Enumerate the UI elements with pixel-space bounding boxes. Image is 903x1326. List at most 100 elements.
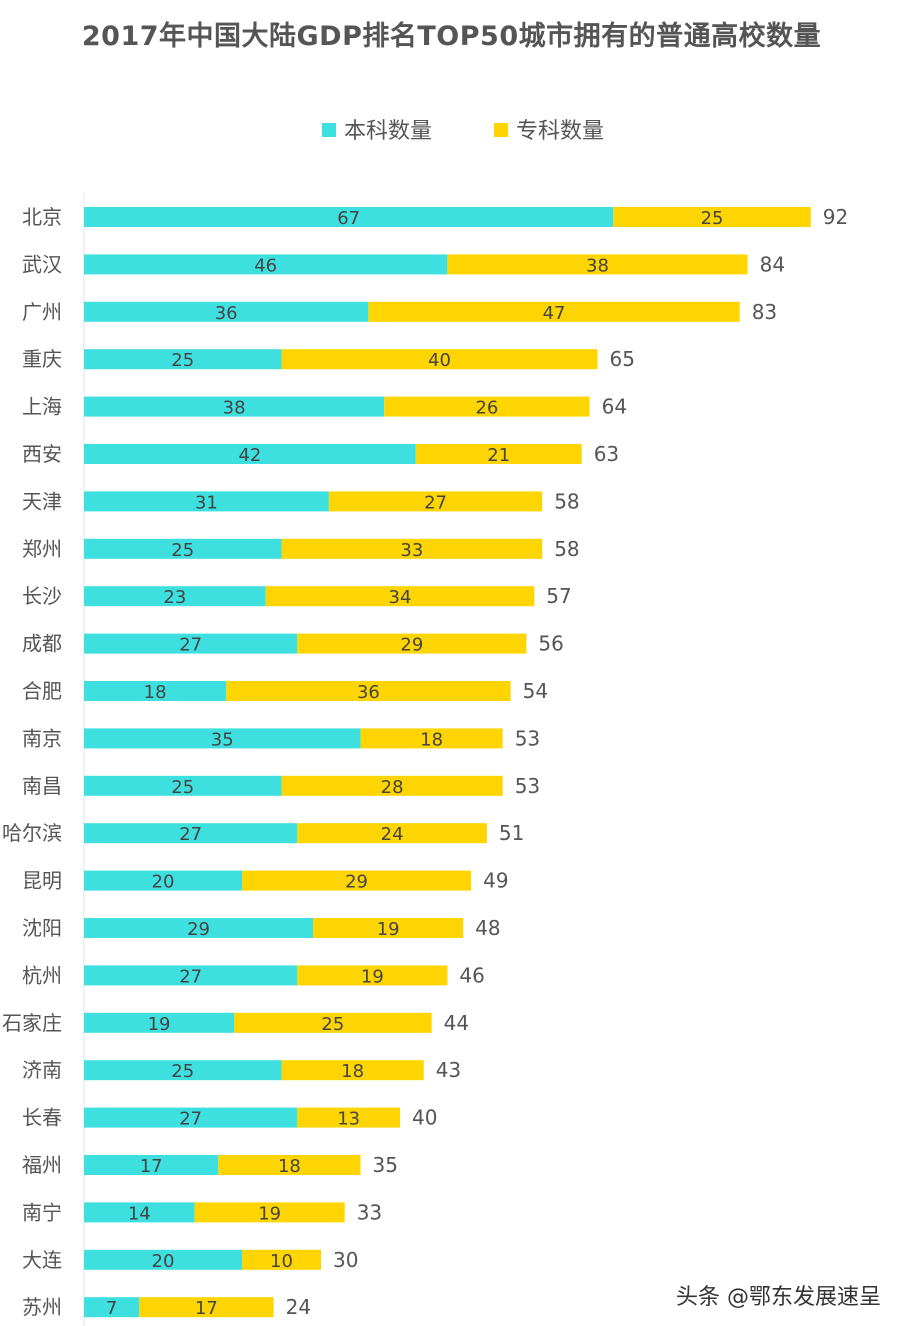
bar-junior-college bbox=[297, 1107, 400, 1128]
bar-junior-college bbox=[297, 823, 487, 844]
category-label: 杭州 bbox=[22, 963, 62, 987]
total-label: 57 bbox=[546, 584, 571, 608]
bar-junior-college bbox=[360, 728, 503, 749]
data-label-junior-college: 34 bbox=[389, 587, 412, 608]
legend-label-junior-college: 专科数量 bbox=[516, 119, 605, 144]
legend-label-undergraduate: 本科数量 bbox=[344, 119, 433, 144]
data-label-undergraduate: 38 bbox=[223, 398, 246, 419]
data-label-junior-college: 19 bbox=[258, 1203, 281, 1224]
data-label-undergraduate: 25 bbox=[171, 777, 194, 798]
data-label-junior-college: 38 bbox=[586, 255, 609, 276]
data-label-undergraduate: 42 bbox=[238, 445, 261, 466]
total-label: 30 bbox=[333, 1248, 358, 1272]
data-label-undergraduate: 23 bbox=[163, 587, 186, 608]
category-label: 合肥 bbox=[22, 679, 62, 703]
total-label: 58 bbox=[554, 537, 579, 561]
data-label-undergraduate: 27 bbox=[179, 966, 202, 987]
total-label: 35 bbox=[373, 1153, 398, 1177]
bar-junior-college bbox=[218, 1155, 361, 1175]
category-label: 成都 bbox=[22, 632, 62, 656]
category-label: 长春 bbox=[22, 1106, 62, 1130]
category-label: 武汉 bbox=[22, 252, 62, 276]
bar-junior-college bbox=[313, 918, 464, 938]
category-label: 天津 bbox=[22, 489, 62, 513]
bar-undergraduate bbox=[84, 1107, 298, 1128]
category-label: 南京 bbox=[22, 726, 62, 750]
bar-junior-college bbox=[234, 1012, 432, 1033]
data-label-junior-college: 18 bbox=[278, 1156, 301, 1177]
data-label-junior-college: 13 bbox=[337, 1109, 360, 1130]
total-label: 46 bbox=[459, 963, 484, 987]
total-label: 53 bbox=[515, 774, 540, 798]
bar-undergraduate bbox=[84, 1297, 140, 1318]
total-label: 24 bbox=[286, 1295, 311, 1319]
data-label-junior-college: 29 bbox=[400, 635, 423, 656]
bar-undergraduate bbox=[84, 1060, 282, 1081]
category-label: 沈阳 bbox=[22, 916, 62, 940]
total-label: 84 bbox=[760, 252, 785, 276]
data-label-junior-college: 17 bbox=[195, 1298, 218, 1319]
legend-swatch-undergraduate bbox=[322, 123, 336, 137]
data-label-junior-college: 29 bbox=[345, 872, 368, 893]
bar-undergraduate bbox=[84, 301, 369, 322]
bar-junior-college bbox=[242, 870, 472, 891]
total-label: 64 bbox=[602, 395, 627, 419]
data-label-junior-college: 33 bbox=[400, 540, 423, 561]
data-label-junior-college: 25 bbox=[701, 208, 724, 229]
bar-undergraduate bbox=[84, 870, 242, 891]
category-label: 西安 bbox=[22, 442, 62, 466]
bar-undergraduate bbox=[84, 586, 266, 607]
data-label-undergraduate: 67 bbox=[337, 208, 360, 229]
data-label-undergraduate: 20 bbox=[152, 872, 175, 893]
data-label-undergraduate: 17 bbox=[140, 1156, 163, 1177]
bar-undergraduate bbox=[84, 965, 298, 986]
bar-undergraduate bbox=[84, 728, 361, 749]
category-label: 苏州 bbox=[22, 1295, 62, 1319]
data-label-junior-college: 19 bbox=[361, 966, 384, 987]
bar-junior-college bbox=[281, 349, 598, 370]
bar-junior-college bbox=[281, 538, 543, 559]
bar-undergraduate bbox=[84, 681, 227, 701]
category-label: 北京 bbox=[22, 205, 62, 229]
category-label: 昆明 bbox=[22, 869, 62, 893]
total-label: 40 bbox=[412, 1106, 437, 1130]
bar-junior-college bbox=[447, 254, 748, 275]
legend-swatch-junior-college bbox=[494, 123, 508, 137]
legend-item-undergraduate[interactable]: 本科数量 bbox=[322, 117, 432, 147]
category-label: 广州 bbox=[22, 300, 62, 324]
legend-item-junior-college[interactable]: 专科数量 bbox=[494, 117, 604, 147]
bar-undergraduate bbox=[84, 491, 329, 512]
data-label-junior-college: 18 bbox=[420, 729, 443, 750]
total-label: 83 bbox=[752, 300, 777, 324]
category-label: 哈尔滨 bbox=[2, 821, 62, 845]
data-label-undergraduate: 29 bbox=[187, 919, 210, 940]
total-label: 92 bbox=[823, 205, 848, 229]
bar-junior-college bbox=[613, 207, 811, 227]
data-label-undergraduate: 25 bbox=[171, 1061, 194, 1082]
category-label: 济南 bbox=[22, 1058, 62, 1082]
total-label: 56 bbox=[538, 632, 563, 656]
bar-junior-college bbox=[384, 396, 590, 417]
data-label-junior-college: 25 bbox=[321, 1014, 344, 1035]
total-label: 63 bbox=[594, 442, 619, 466]
total-label: 58 bbox=[554, 489, 579, 513]
data-label-junior-college: 27 bbox=[424, 492, 447, 513]
total-label: 43 bbox=[436, 1058, 461, 1082]
data-label-junior-college: 24 bbox=[381, 824, 404, 845]
data-label-undergraduate: 20 bbox=[152, 1251, 175, 1272]
bar-junior-college bbox=[265, 586, 535, 607]
total-label: 54 bbox=[523, 679, 548, 703]
data-label-junior-college: 18 bbox=[341, 1061, 364, 1082]
data-label-undergraduate: 25 bbox=[171, 540, 194, 561]
bar-undergraduate bbox=[84, 254, 448, 275]
total-label: 48 bbox=[475, 916, 500, 940]
bar-junior-college bbox=[139, 1297, 274, 1318]
data-label-junior-college: 28 bbox=[381, 777, 404, 798]
chart-legend: 本科数量 专科数量 bbox=[0, 117, 903, 147]
category-label: 南宁 bbox=[22, 1200, 62, 1224]
bar-undergraduate bbox=[84, 444, 416, 464]
total-label: 33 bbox=[357, 1200, 382, 1224]
bar-undergraduate bbox=[84, 633, 298, 654]
category-label: 长沙 bbox=[22, 584, 62, 608]
